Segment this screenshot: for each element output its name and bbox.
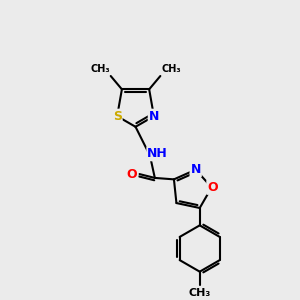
Text: CH₃: CH₃ [161,64,181,74]
Text: NH: NH [147,147,168,160]
Text: O: O [207,181,218,194]
Text: S: S [113,110,122,123]
Text: N: N [190,163,201,176]
Text: CH₃: CH₃ [90,64,110,74]
Text: O: O [127,168,137,181]
Text: N: N [149,110,159,123]
Text: CH₃: CH₃ [189,288,211,298]
